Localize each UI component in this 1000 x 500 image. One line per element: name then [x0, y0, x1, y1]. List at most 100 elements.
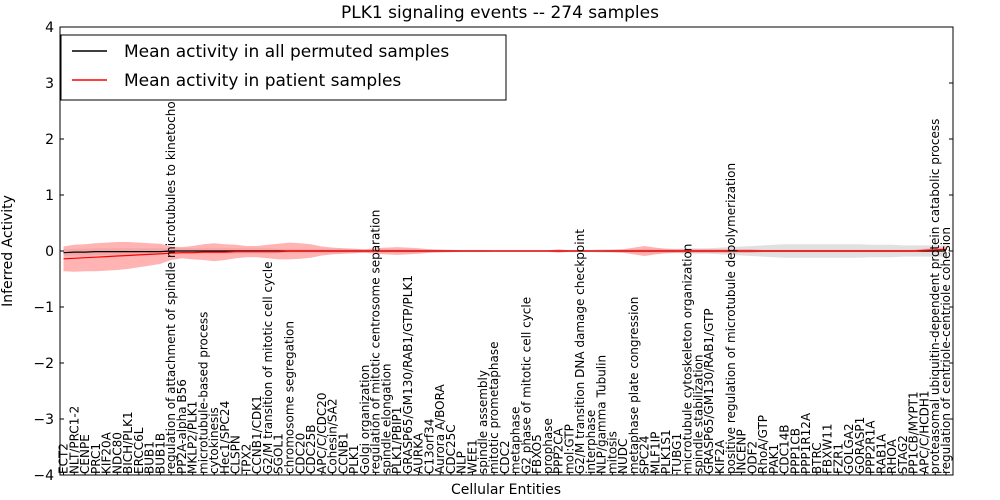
- legend-label-patient: Mean activity in patient samples: [124, 71, 401, 91]
- x-axis-title: Cellular Entities: [451, 482, 561, 498]
- entity-label: NUDC: [616, 439, 630, 474]
- entity-label: WEE1: [466, 439, 480, 474]
- entity-label: FBXW11: [821, 423, 835, 474]
- entity-label: APC/C/HCDH1: [918, 390, 932, 474]
- entity-label: RAB1A: [874, 433, 888, 474]
- patient-mean-line: [63, 248, 947, 260]
- entity-label: G2 phase of mitotic cell cycle: [519, 297, 533, 474]
- entity-label: PP1CB/MYPT1: [907, 391, 921, 474]
- legend: Mean activity in all permuted samples Me…: [60, 34, 507, 101]
- entity-label: CDC2: [498, 440, 512, 474]
- patient-band: [63, 242, 946, 272]
- entity-label: PPP2CA: [552, 427, 566, 474]
- entity-label: NDC80: [110, 432, 124, 474]
- entity-label: mol:GTP: [562, 424, 576, 474]
- legend-label-permuted: Mean activity in all permuted samples: [124, 42, 449, 62]
- entity-label: APC/C/CDC20: [315, 392, 329, 474]
- entity-label: PPP2R1A: [864, 420, 878, 474]
- entity-label: regulation of centriole-centriole cohesi…: [939, 227, 953, 474]
- y-tick-label: 3: [45, 76, 54, 92]
- entity-label: regulation of mitotic centrosome separat…: [369, 210, 383, 474]
- y-tick-label: −3: [33, 412, 54, 428]
- entity-label: metaphase plate congression: [627, 297, 641, 474]
- entity-label: PAK1: [767, 444, 781, 474]
- entity-label: KIF2A: [713, 439, 727, 474]
- y-tick-label: −2: [33, 356, 54, 372]
- entity-label: NLP: [455, 451, 469, 474]
- entity-label: mitotic prometaphase: [487, 342, 501, 475]
- y-tick-label: 0: [45, 244, 54, 260]
- entity-label: FZR1: [831, 443, 845, 474]
- entity-label: CENPE: [78, 434, 92, 474]
- entity-label: PP2A-alpha B56: [175, 379, 189, 474]
- entity-label: TUBG1: [670, 433, 684, 475]
- entity-label: GORASP1: [853, 417, 867, 474]
- entity-label: CDC25C: [444, 424, 458, 474]
- entity-label: ODF2: [745, 441, 759, 474]
- entity-label: positive regulation of microtubule depol…: [724, 163, 738, 474]
- y-tick-label: −4: [33, 468, 54, 484]
- entity-label: PLK1/PBIP1: [390, 407, 404, 474]
- entity-label: TPX2: [240, 444, 254, 475]
- entity-label: PPP1R12A: [799, 412, 813, 474]
- entity-label: metaphase: [509, 407, 523, 474]
- entity-label: PRC1: [89, 443, 103, 474]
- entity-label: regulation of attachment of spindle micr…: [164, 89, 178, 474]
- entity-label: BUB1B: [153, 433, 167, 474]
- entity-label: C13orf34: [422, 419, 436, 474]
- entity-label: BICH/PLK1: [121, 411, 135, 474]
- y-tick-label: 1: [45, 188, 54, 204]
- entity-label: spindle stabilization: [692, 354, 706, 474]
- entity-label: Hec1/SPC24: [218, 401, 232, 474]
- entity-label: chromosome segregation: [283, 321, 297, 474]
- entity-label: AURKA: [412, 432, 426, 474]
- entity-label: microtubule cytoskeleton organization: [681, 244, 695, 474]
- entity-label: INCENP: [735, 429, 749, 474]
- entity-label: SPC24: [638, 436, 652, 475]
- entity-label: BUB1: [143, 441, 157, 474]
- entity-label: microtubule-based process: [196, 312, 210, 474]
- entity-label: proteasomal ubiquitin-dependent protein …: [928, 119, 942, 474]
- entity-label: CCNB1: [336, 432, 350, 474]
- entity-label: KIF20A: [100, 431, 114, 474]
- entity-label: PLK1S1: [659, 429, 673, 474]
- entity-label: STAG2: [896, 435, 910, 474]
- entity-label: GOLGA2: [842, 423, 856, 474]
- entity-label: prophase: [541, 418, 555, 474]
- entity-label: G2/M transition of mitotic cell cycle: [261, 262, 275, 475]
- y-tick-label: 4: [45, 20, 54, 36]
- entity-label: spindle assembly: [476, 370, 490, 474]
- entity-label: FBXO5: [530, 434, 544, 474]
- entity-label: CDC25B: [304, 424, 318, 474]
- entity-label: G2/M transition DNA damage checkpoint: [573, 229, 587, 474]
- entity-label: NLT/PRC1-2: [67, 406, 81, 474]
- entity-label: Golgi organization: [358, 365, 372, 474]
- entity-label: CDC20: [293, 433, 307, 474]
- entity-label: RhoA/GTP: [756, 415, 770, 474]
- entity-label: MLF1IP: [648, 432, 662, 474]
- entity-label: Cohesin/SA2: [326, 398, 340, 474]
- y-tick-label: −1: [33, 300, 54, 316]
- entity-label: PPP1CB: [788, 428, 802, 474]
- entity-label: spindle elongation: [379, 363, 393, 474]
- entity-labels: ECT2NLT/PRC1-2CENPEPRC1KIF20ANDC80BICH/P…: [57, 89, 954, 475]
- entity-label: MKLP2/PLK1: [186, 401, 200, 474]
- entity-label: BTRC: [810, 442, 824, 474]
- entity-label: RHOA: [885, 438, 899, 474]
- entity-label: ERCC6L: [132, 427, 146, 474]
- plot-frame: [59, 26, 954, 476]
- chart-title: PLK1 signaling events -- 274 samples: [341, 3, 659, 23]
- entity-label: CCNB1/CDK1: [250, 395, 264, 474]
- entity-label: CLSPN: [229, 435, 243, 474]
- y-axis-title: Inferred Activity: [0, 195, 16, 307]
- entity-label: SGOL1: [272, 433, 286, 474]
- entity-label: NLP/gamma Tubulin: [595, 355, 609, 474]
- entity-label: PLK1: [347, 445, 361, 474]
- entity-label: interphase: [584, 410, 598, 474]
- entity-label: CDC14B: [778, 425, 792, 475]
- y-tick-label: 2: [45, 132, 54, 148]
- entity-label: GRASP65/GM130/RAB1/GTP: [702, 308, 716, 474]
- entity-label: Aurora A/BORA: [433, 384, 447, 474]
- entity-label: mitosis: [605, 431, 619, 474]
